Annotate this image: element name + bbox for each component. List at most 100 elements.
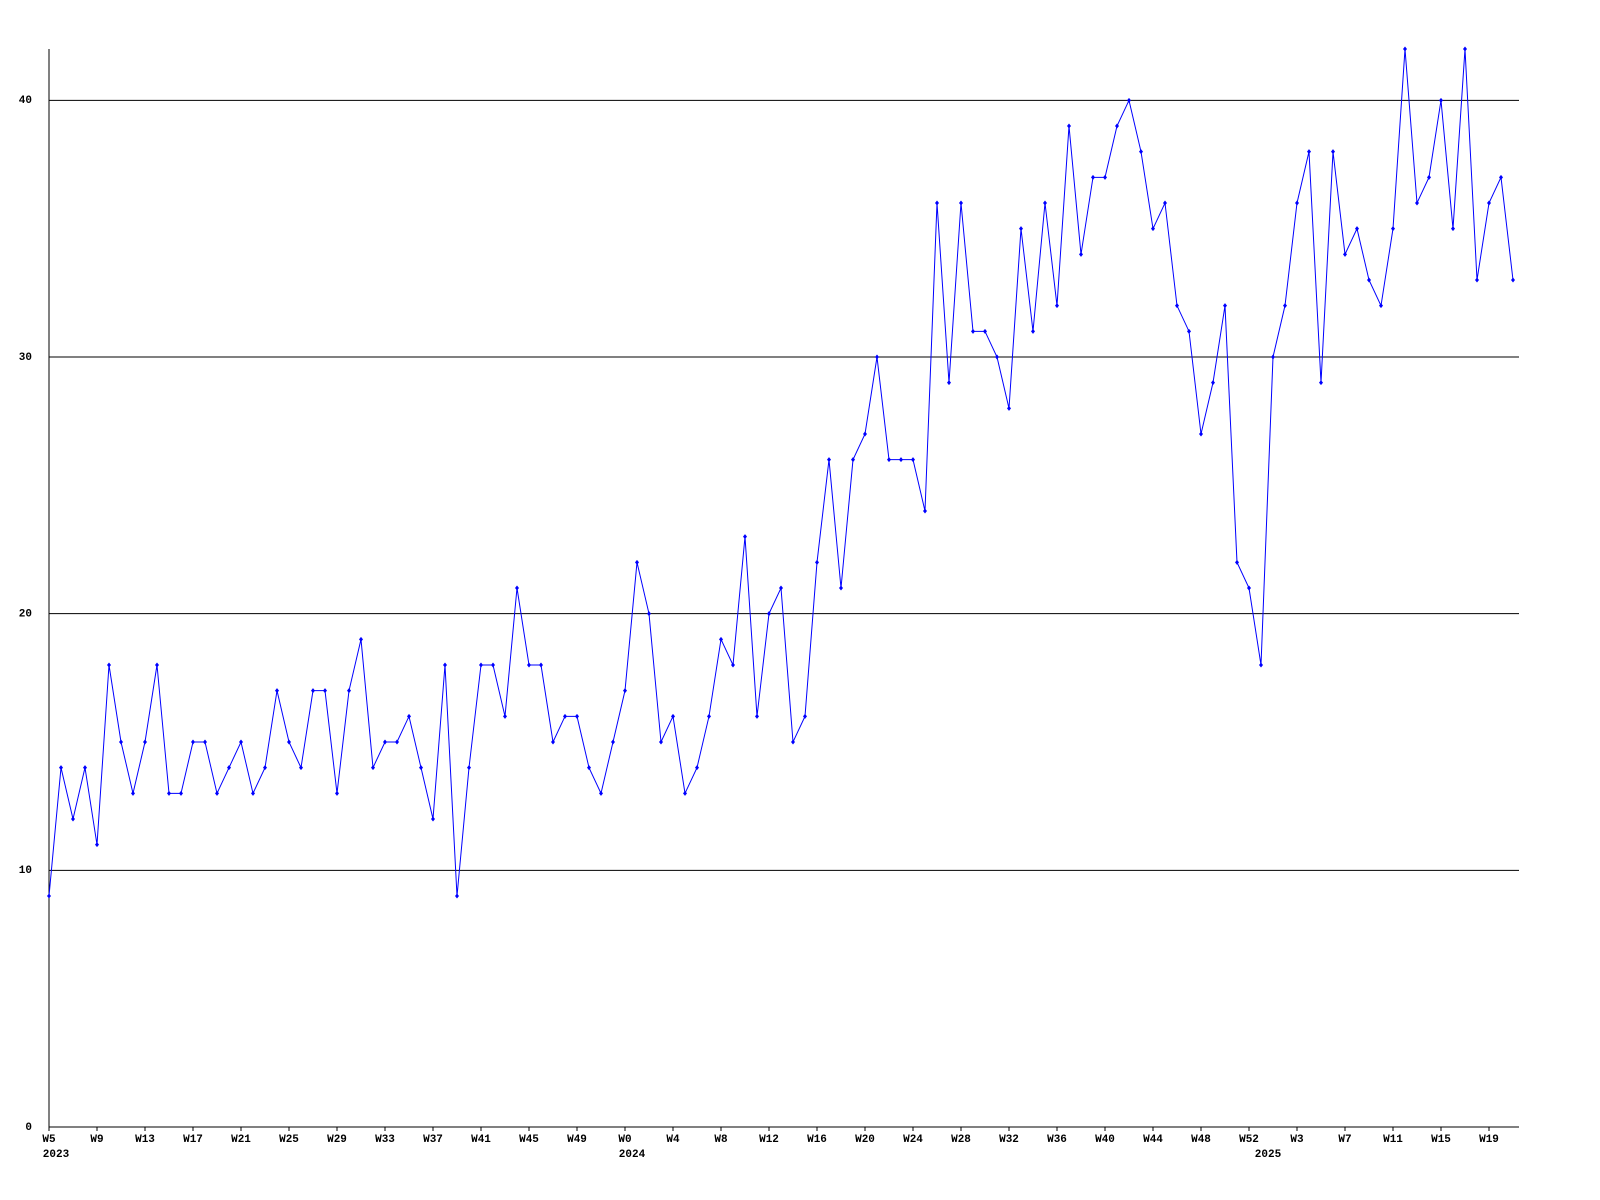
data-point: [1499, 174, 1503, 180]
data-point: [1079, 251, 1083, 257]
data-point: [923, 508, 927, 514]
data-point: [95, 842, 99, 848]
data-point: [251, 790, 255, 796]
data-point: [839, 585, 843, 591]
x-tick-label: W52: [1239, 1134, 1259, 1146]
data-point: [587, 765, 591, 771]
series-line: [48, 48, 1514, 897]
x-tick-label: W13: [135, 1134, 155, 1146]
data-point: [1043, 200, 1047, 206]
data-point: [107, 662, 111, 668]
data-point: [611, 739, 615, 745]
data-point: [1175, 303, 1179, 309]
data-point: [1511, 277, 1515, 283]
data-point: [1343, 251, 1347, 257]
data-point: [527, 662, 531, 668]
data-point: [359, 636, 363, 642]
data-point: [995, 354, 999, 360]
x-tick-label: W40: [1095, 1134, 1115, 1146]
data-point: [1091, 174, 1095, 180]
y-tick-label: 0: [25, 1122, 32, 1134]
data-point: [431, 816, 435, 822]
x-tick-label: W37: [423, 1134, 443, 1146]
data-point: [1187, 328, 1191, 334]
x-tick-label: W44: [1143, 1134, 1163, 1146]
x-tick-label: W33: [375, 1134, 395, 1146]
data-point: [947, 380, 951, 386]
data-point: [239, 739, 243, 745]
data-point: [1283, 303, 1287, 309]
data-point: [1259, 662, 1263, 668]
y-tick-label: 40: [19, 95, 32, 107]
data-point: [83, 765, 87, 771]
x-tick-label: W17: [183, 1134, 203, 1146]
data-point: [971, 328, 975, 334]
data-point: [599, 790, 603, 796]
x-tick-label: W21: [231, 1134, 251, 1146]
x-tick-label: W48: [1191, 1134, 1211, 1146]
data-point: [1067, 123, 1071, 129]
data-point: [1475, 277, 1479, 283]
data-point: [863, 431, 867, 437]
x-tick-label: W7: [1338, 1134, 1351, 1146]
data-point: [1103, 174, 1107, 180]
data-point: [131, 790, 135, 796]
data-point: [1391, 226, 1395, 232]
data-point: [275, 688, 279, 694]
data-point: [1439, 97, 1443, 103]
data-point: [287, 739, 291, 745]
x-tick-label: W8: [714, 1134, 728, 1146]
x-tick-label: W41: [471, 1134, 491, 1146]
x-tick-label: W24: [903, 1134, 923, 1146]
x-tick-label: W4: [666, 1134, 680, 1146]
data-point: [791, 739, 795, 745]
data-point: [1151, 226, 1155, 232]
data-point: [1223, 303, 1227, 309]
y-tick-label: 30: [19, 352, 32, 364]
data-point: [875, 354, 879, 360]
data-point: [203, 739, 207, 745]
data-point: [1211, 380, 1215, 386]
data-point: [1427, 174, 1431, 180]
data-point: [1355, 226, 1359, 232]
data-point: [467, 765, 471, 771]
data-point: [383, 739, 387, 745]
x-tick-label: W45: [519, 1134, 539, 1146]
x-tick-label: W36: [1047, 1134, 1067, 1146]
x-tick-label: W49: [567, 1134, 587, 1146]
data-point: [395, 739, 399, 745]
data-point: [347, 688, 351, 694]
data-point: [191, 739, 195, 745]
x-tick-label: W0: [618, 1134, 631, 1146]
data-point: [1367, 277, 1371, 283]
data-point: [335, 790, 339, 796]
data-point: [479, 662, 483, 668]
y-tick-label: 10: [19, 865, 32, 877]
data-point: [827, 457, 831, 463]
data-point: [887, 457, 891, 463]
data-point: [779, 585, 783, 591]
x-tick-label: W19: [1479, 1134, 1499, 1146]
data-point: [1055, 303, 1059, 309]
data-point: [1271, 354, 1275, 360]
data-point: [899, 457, 903, 463]
data-point: [47, 893, 51, 899]
y-tick-label: 20: [19, 609, 32, 621]
data-point: [455, 893, 459, 899]
data-point: [623, 688, 627, 694]
data-point: [671, 713, 675, 719]
data-point: [1415, 200, 1419, 206]
data-point: [1487, 200, 1491, 206]
data-point: [935, 200, 939, 206]
data-point: [371, 765, 375, 771]
data-point: [635, 559, 639, 565]
data-point: [1139, 149, 1143, 155]
year-label: 2024: [619, 1149, 646, 1161]
data-point: [767, 611, 771, 617]
x-tick-label: W12: [759, 1134, 779, 1146]
data-point: [815, 559, 819, 565]
data-point: [1163, 200, 1167, 206]
data-point: [1403, 46, 1407, 52]
